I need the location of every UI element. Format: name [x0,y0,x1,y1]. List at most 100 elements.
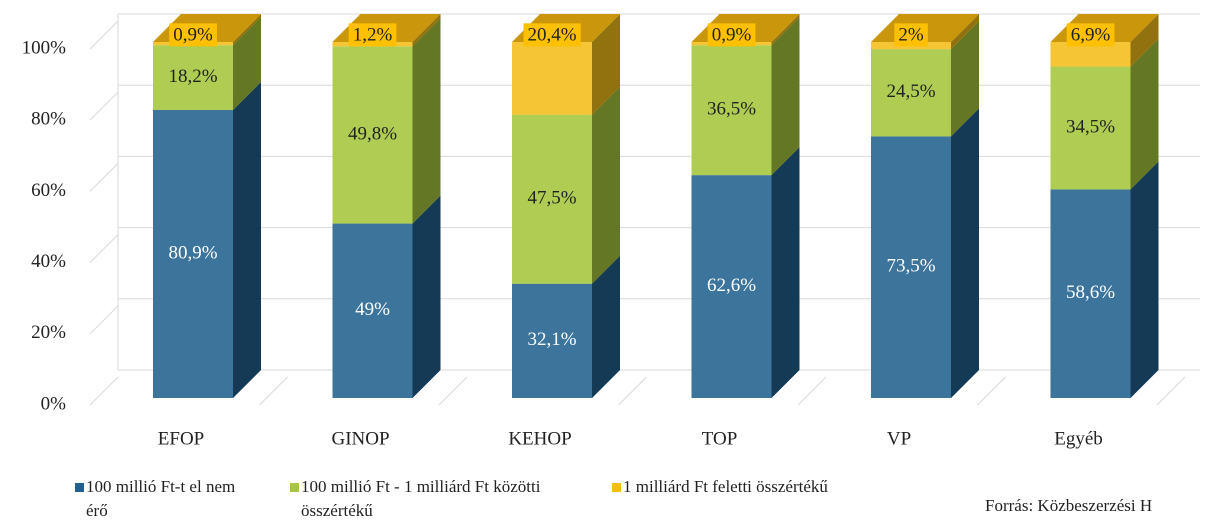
x-tick-label: Egyéb [1054,428,1103,449]
bar-front-shade [153,109,233,398]
bar-side-shade [233,81,261,398]
bar-front-shade [1050,189,1131,398]
bar-side [771,17,800,176]
bar-segment [512,86,620,284]
bar-side [951,21,979,137]
bar-side [412,195,441,398]
data-label: 36,5% [707,99,756,120]
data-label: 49% [355,299,390,320]
y-tick-label: 80% [31,109,66,130]
bar-side-shade [1130,38,1159,190]
bar-front [871,136,951,398]
bar-front [512,42,592,115]
bar-segment [153,81,261,398]
bar-side [951,108,979,398]
bar-side-shade [592,86,620,284]
data-label: 6,9% [1071,24,1111,45]
data-label: 2% [898,24,924,45]
bar-front-shade [871,136,951,398]
data-label: 24,5% [886,81,935,102]
bar-front-shade [691,175,772,398]
bar-segment [691,17,800,176]
bar-side [592,86,620,284]
bar-side [233,81,261,398]
bar-front [1050,189,1131,398]
floor-divider [618,376,647,406]
bar-side-shade [412,195,441,398]
legend-label: 100 millió Ft-t el nem érő [86,477,236,520]
floor-divider [1156,376,1186,406]
bar-side-shade [592,14,620,115]
bar-front-shade [512,114,592,284]
bar-front-shade [512,42,592,115]
floor-divider [438,376,468,406]
bar-front-shade [1050,66,1131,190]
y-tick-label: 40% [31,251,66,272]
bar-front [512,283,592,398]
data-label: 0,9% [712,24,752,45]
data-label-box [1066,23,1115,47]
bar-front [512,114,592,284]
legend-swatch [75,483,84,492]
bar-side-shade [951,14,979,50]
legend-swatch [612,483,621,492]
x-tick-label: TOP [702,428,738,449]
x-tick-label: EFOP [158,428,204,449]
legend-swatch [290,483,299,492]
data-label: 49,8% [348,123,397,144]
floor-divider [977,376,1006,406]
data-label: 47,5% [527,188,576,209]
bar-side-shade [412,18,441,224]
bar-segment [691,147,800,398]
data-label: 20,4% [527,24,576,45]
bar-side [233,17,261,110]
data-label: 0,9% [173,24,213,45]
bar-front-shade [512,283,592,398]
grid-diagonal [89,234,119,263]
bar-side [592,14,620,115]
data-label: 32,1% [527,329,576,350]
bar-front [871,49,951,137]
bar-front-shade [332,46,413,224]
bar-segment [153,17,261,110]
data-label: 34,5% [1066,116,1115,137]
floor-divider [259,376,288,406]
bar-side [1130,14,1159,67]
bar-segment [1050,38,1159,190]
bar-side-shade [771,17,800,176]
bar-segment [332,195,441,398]
grid-diagonal [89,163,119,192]
data-label-box [894,23,928,47]
bar-front [153,45,233,110]
x-tick-label: GINOP [331,428,389,449]
data-label-box [523,23,581,47]
bar-front [1050,66,1131,190]
data-label: 58,6% [1066,282,1115,303]
y-tick-label: 100% [22,37,67,58]
floor-divider [797,376,827,406]
bar-side [233,14,261,46]
x-tick-label: KEHOP [508,428,571,449]
bar-side-shade [412,14,441,47]
data-label: 80,9% [168,242,217,263]
bar-side [771,14,800,46]
bar-front [332,46,413,224]
source-note: Forrás: Közbeszerzési H [985,496,1153,515]
bar-side-shade [233,14,261,46]
bar-front-shade [871,49,951,137]
bar-segment [871,108,979,398]
grid-diagonal [89,20,119,50]
bar-side [771,147,800,398]
bar-side-shade [771,14,800,46]
data-label: 18,2% [168,66,217,87]
bar-front [153,109,233,398]
bar-front-shade [153,45,233,110]
bar-side [412,18,441,224]
data-label-box [707,23,756,47]
bar-segment [871,21,979,137]
bar-segment [512,255,620,398]
bar-segment [332,18,441,224]
bar-side-shade [1130,14,1159,67]
